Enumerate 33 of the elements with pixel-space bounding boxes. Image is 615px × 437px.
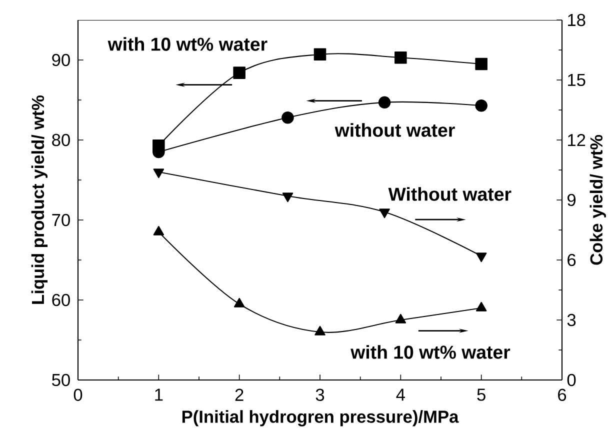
x-tick-label: 1 [155,388,163,401]
y2-tick-label: 0 [567,374,576,386]
point [475,99,488,112]
y-tick-label: 50 [52,374,70,386]
point [394,51,407,64]
annotation: without water [334,123,455,137]
annotation: with 10 wt% water [108,37,268,51]
y-axis-title: Liquid product yield/ wt% [31,95,48,304]
y-tick-label: 90 [52,54,70,66]
x-tick-label: 0 [74,388,82,401]
y2-tick-label: 15 [568,74,586,86]
x-tick-label: 3 [316,388,324,401]
annotation: Without water [388,187,512,201]
y-tick-label: 60 [52,294,70,306]
point [475,58,488,70]
x-tick-label: 4 [396,388,405,401]
x-tick-label: 5 [477,388,486,401]
x-axis-title: P(Initial hydrogren pressure)/MPa [182,410,459,426]
point [378,96,391,109]
y2-axis-title: Coke yield/ wt% [590,134,606,265]
y2-tick-label: 9 [568,194,576,206]
x-tick-label: 6 [558,388,566,401]
y-tick-label: 80 [52,134,70,146]
point [314,48,326,61]
x-tick-label: 2 [235,388,244,401]
point [282,111,294,124]
y2-tick-label: 12 [568,134,586,146]
y2-tick-label: 18 [568,14,586,26]
y2-tick-label: 3 [567,314,576,326]
point [233,66,246,79]
annotation: with 10 wt% water [350,345,510,359]
y-tick-label: 70 [52,214,70,226]
y2-tick-label: 6 [568,254,576,266]
